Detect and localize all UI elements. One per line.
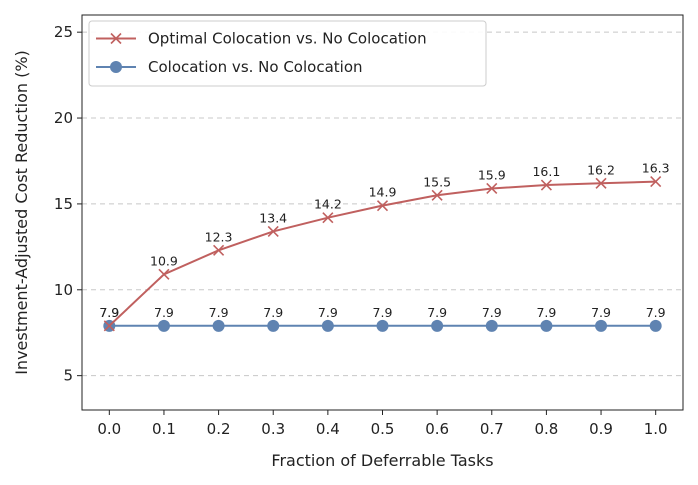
legend: Optimal Colocation vs. No Colocation Col… xyxy=(88,20,487,87)
data-label: 7.9 xyxy=(318,305,338,320)
x-tick-label: 0.1 xyxy=(152,420,176,438)
data-label: 16.3 xyxy=(642,161,670,176)
data-point-marker xyxy=(650,176,662,188)
legend-x-marker xyxy=(110,32,122,45)
data-label: 16.2 xyxy=(587,162,615,177)
y-tick-label: 10 xyxy=(54,281,73,299)
data-point-marker xyxy=(157,319,170,332)
x-marker-stroke xyxy=(110,32,122,45)
x-marker-stroke xyxy=(595,177,607,189)
x-marker-stroke xyxy=(650,176,662,188)
data-point-marker xyxy=(267,319,280,332)
data-label: 15.9 xyxy=(478,167,506,182)
x-tick-label: 0.7 xyxy=(480,420,504,438)
data-labels: 7.9 7.9 7.9 7.9 7.9 7.9 7.9 7.9 7.9 7.9 7.97.910.9… xyxy=(99,161,669,320)
x-tick-label: 0.0 xyxy=(97,420,121,438)
data-point-marker xyxy=(321,319,334,332)
x-marker-stroke xyxy=(158,268,170,280)
data-label: 7.9 xyxy=(646,305,666,320)
x-marker-stroke xyxy=(322,212,334,224)
legend-box xyxy=(88,20,487,87)
x-marker-stroke xyxy=(267,225,279,237)
data-point-marker xyxy=(376,319,389,332)
x-tick-label: 0.2 xyxy=(207,420,231,438)
x-tick-label: 1.0 xyxy=(644,420,668,438)
legend-entry-colocation: Colocation vs. No Colocation xyxy=(96,58,363,76)
data-label: 10.9 xyxy=(150,253,178,268)
x-axis-ticks: 0.0 0.1 0.2 0.3 0.4 0.5 0.6 0.7 0.8 0.9 1.0 xyxy=(97,410,668,438)
data-label: 7.9 xyxy=(427,305,447,320)
data-point-marker xyxy=(431,189,443,201)
data-label: 16.1 xyxy=(532,164,560,179)
data-label: 7.9 xyxy=(373,305,393,320)
legend-label: Optimal Colocation vs. No Colocation xyxy=(148,30,427,48)
data-label: 14.9 xyxy=(369,185,397,200)
x-marker-stroke xyxy=(431,189,443,201)
data-label: 14.2 xyxy=(314,197,342,212)
x-marker-stroke xyxy=(376,200,389,212)
data-label: 7.9 xyxy=(99,305,119,320)
data-point-marker xyxy=(540,319,553,332)
data-point-marker xyxy=(267,225,279,237)
data-label: 7.9 xyxy=(482,305,502,320)
x-tick-label: 0.3 xyxy=(261,420,285,438)
y-axis-ticks: 5 10 15 20 25 xyxy=(54,23,82,385)
x-marker-stroke xyxy=(540,179,552,191)
data-label: 7.9 xyxy=(263,305,283,320)
data-label: 7.9 xyxy=(209,305,229,320)
legend-marker-shape xyxy=(110,61,122,73)
data-label: 12.3 xyxy=(205,229,233,244)
x-marker-stroke xyxy=(213,244,225,256)
x-axis-title: Fraction of Deferrable Tasks xyxy=(271,451,493,470)
data-label: 13.4 xyxy=(259,210,287,225)
data-label: 7.9 xyxy=(536,305,556,320)
data-label: 7.9 xyxy=(99,305,119,320)
legend-marker-shape xyxy=(110,32,122,45)
x-marker-stroke xyxy=(103,320,115,332)
data-point-marker xyxy=(595,319,608,332)
x-tick-label: 0.4 xyxy=(316,420,340,438)
legend-entry-optimal-colocation: Optimal Colocation vs. No Colocation xyxy=(96,30,427,48)
data-point-marker xyxy=(376,200,389,212)
legend-circle-marker xyxy=(110,61,122,73)
data-point-marker xyxy=(213,244,225,256)
y-tick-label: 25 xyxy=(54,23,73,41)
series-layer xyxy=(103,176,662,332)
data-point-marker xyxy=(540,179,552,191)
data-point-marker xyxy=(103,320,115,332)
data-point-marker xyxy=(485,319,498,332)
data-point-marker xyxy=(649,319,662,332)
data-point-marker xyxy=(322,212,334,224)
x-tick-label: 0.5 xyxy=(371,420,395,438)
x-tick-label: 0.6 xyxy=(425,420,449,438)
data-label: 15.5 xyxy=(423,174,451,189)
data-point-marker xyxy=(212,319,225,332)
data-point-marker xyxy=(486,182,498,195)
x-marker-stroke xyxy=(486,182,498,195)
data-label: 7.9 xyxy=(154,305,174,320)
data-point-marker xyxy=(158,268,170,280)
data-label: 7.9 xyxy=(591,305,611,320)
x-tick-label: 0.8 xyxy=(534,420,558,438)
data-point-marker xyxy=(431,319,444,332)
legend-label: Colocation vs. No Colocation xyxy=(148,58,363,76)
y-tick-label: 15 xyxy=(54,195,73,213)
y-tick-label: 5 xyxy=(63,367,73,385)
data-point-marker xyxy=(595,177,607,189)
y-axis-title: Investment-Adjusted Cost Reduction (%) xyxy=(12,50,31,375)
x-tick-label: 0.9 xyxy=(589,420,613,438)
y-tick-label: 20 xyxy=(54,109,73,127)
